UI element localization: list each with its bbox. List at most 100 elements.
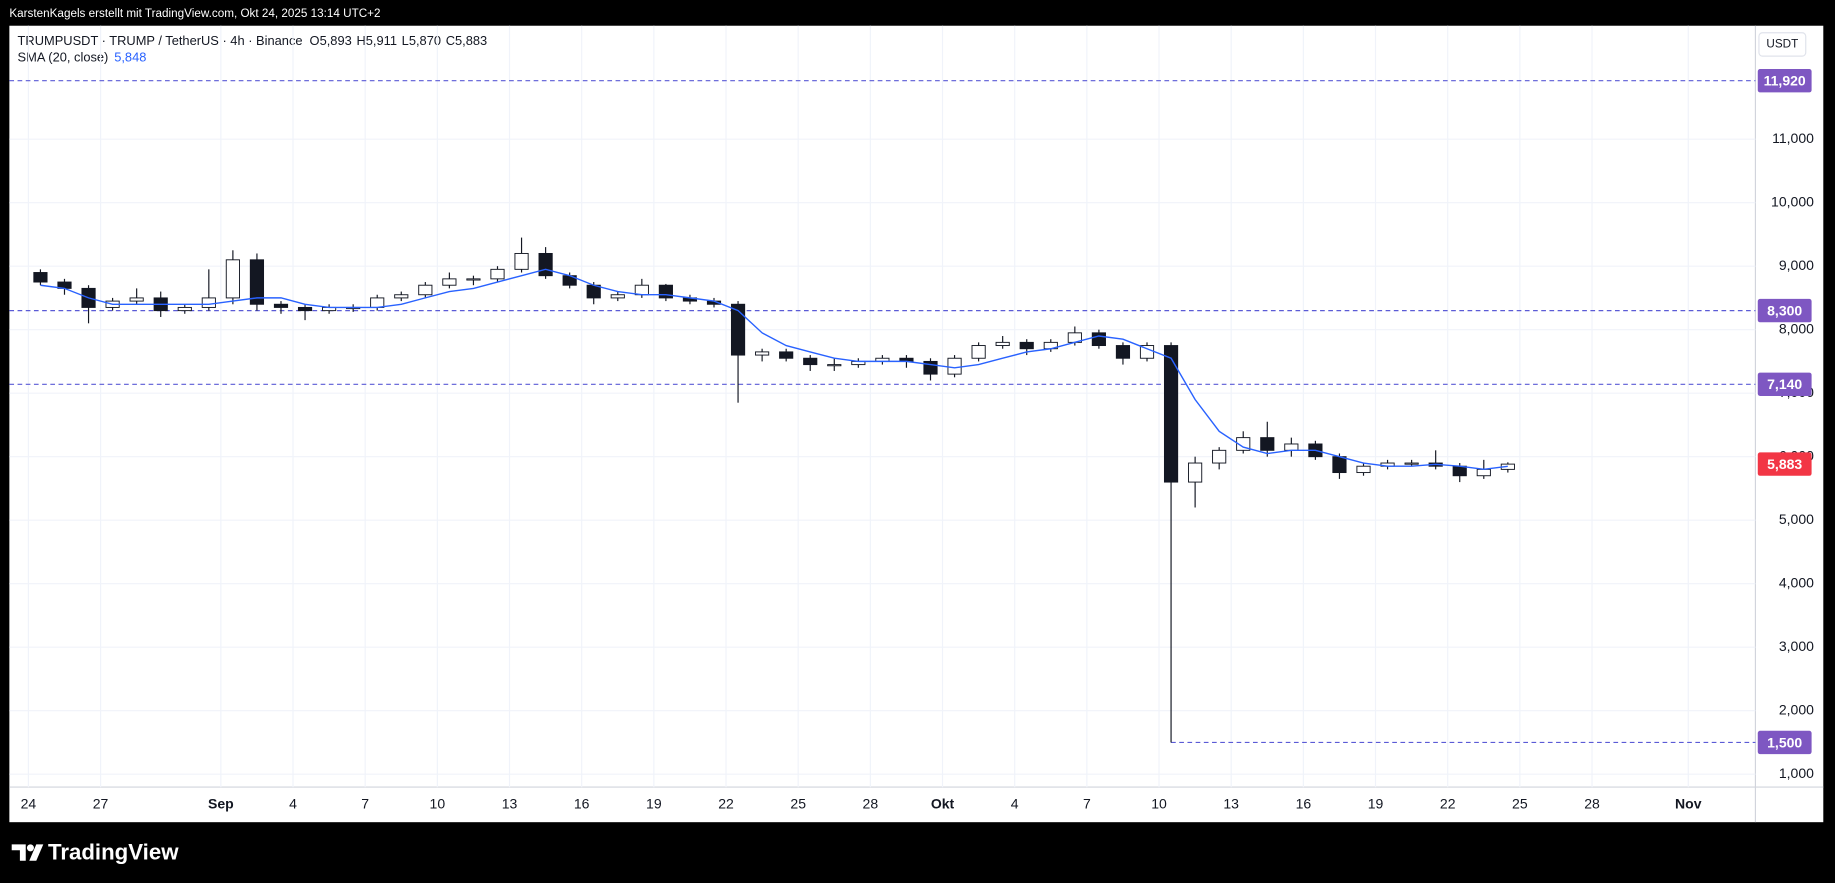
y-tick-label: 1,000 — [1779, 765, 1814, 781]
candle-body — [514, 252, 529, 270]
currency[interactable]: USDT — [1766, 38, 1798, 51]
candle-body — [297, 306, 313, 312]
candle-body — [779, 351, 794, 359]
price-label-box — [1757, 730, 1812, 755]
x-tick-label: 4 — [289, 795, 297, 811]
price-label-box — [1757, 298, 1812, 323]
grid — [9, 25, 1756, 788]
candle-body — [1212, 449, 1227, 464]
ohlc-value: 5,893 — [320, 33, 352, 48]
indicator-value: 5,848 — [114, 50, 146, 65]
candle-body — [1115, 345, 1131, 359]
candle-body — [1019, 341, 1034, 350]
candle-body — [33, 272, 48, 283]
x-tick-label: 16 — [1296, 795, 1312, 811]
candle-body — [1332, 456, 1347, 474]
x-tick-label: 7 — [361, 795, 369, 811]
candle-body — [947, 357, 962, 375]
x-tick-label: 24 — [21, 795, 37, 811]
candle-body — [490, 268, 505, 280]
logo-mark — [29, 844, 44, 861]
x-tick-label: Sep — [208, 795, 234, 811]
candle-body — [1476, 468, 1491, 477]
x-tick-label: 16 — [574, 795, 590, 811]
candle-body — [755, 351, 770, 356]
candle-body — [538, 252, 553, 277]
candle-body — [249, 259, 265, 305]
x-tick-label: 10 — [430, 795, 446, 811]
y-tick-label: 8,000 — [1779, 320, 1814, 336]
candle-body — [803, 357, 818, 366]
x-tick-label: 10 — [1151, 795, 1167, 811]
candle-body — [273, 303, 289, 308]
logo-mark — [11, 844, 26, 861]
indicator-name: SMA (20, close) — [18, 50, 109, 65]
candle-body — [418, 284, 433, 296]
ohlc-key: C — [446, 33, 455, 48]
candle-body — [177, 306, 192, 312]
candle-body — [1284, 443, 1299, 451]
last-price-box — [1757, 452, 1812, 476]
candle-body — [394, 294, 409, 299]
x-tick-label: 4 — [1011, 795, 1019, 811]
candle-body — [1091, 332, 1106, 347]
y-tick-label: 3,000 — [1779, 638, 1814, 654]
x-tick-label: 19 — [1368, 795, 1384, 811]
last-price-label: 5,883 — [1767, 456, 1802, 472]
candle-body — [201, 297, 216, 308]
ohlc-value: 5,911 — [366, 33, 397, 48]
x-tick-label: 25 — [1512, 795, 1528, 811]
candle-body — [610, 294, 625, 299]
ohlc-key: O — [310, 33, 320, 48]
y-tick-label: 4,000 — [1779, 574, 1814, 590]
candle-body — [370, 297, 385, 308]
candle-body — [971, 345, 986, 359]
x-tick-label: Okt — [931, 795, 955, 811]
x-tick-label: 25 — [790, 795, 806, 811]
y-tick-label: 2,000 — [1779, 701, 1814, 717]
candle-body — [995, 341, 1010, 347]
currency-box[interactable] — [1758, 32, 1807, 57]
y-tick-label: 11,000 — [1772, 130, 1814, 146]
price-label: 11,920 — [1764, 73, 1806, 89]
candle-body — [466, 278, 481, 281]
price-label: 7,140 — [1767, 376, 1802, 392]
candle-body — [1404, 462, 1419, 465]
candle-body — [1260, 437, 1275, 451]
candle-body — [634, 284, 649, 296]
candle-body — [129, 297, 144, 302]
y-tick-label: 10,000 — [1771, 193, 1814, 209]
x-tick-label: 22 — [1440, 795, 1456, 811]
price-label: 1,500 — [1767, 734, 1802, 750]
candle-body — [1356, 465, 1371, 474]
price-label-box — [1757, 372, 1812, 396]
candle-body — [442, 278, 457, 286]
chart-panel — [9, 25, 1824, 823]
x-tick-label: Nov — [1675, 795, 1702, 811]
symbol-legend: TRUMPUSDT · TRUMP / TetherUS · 4h · Bina… — [18, 33, 488, 48]
ohlc-key: L — [402, 33, 409, 48]
x-tick-label: 28 — [863, 795, 879, 811]
x-tick-label: 27 — [93, 795, 109, 811]
footer-logo: TradingView — [11, 840, 179, 865]
y-tick-label: 9,000 — [1779, 257, 1814, 273]
x-tick-label: 19 — [646, 795, 662, 811]
candle-body — [730, 303, 746, 356]
candle-body — [1236, 437, 1251, 451]
x-tick-label: 13 — [1223, 795, 1239, 811]
indicator-legend: SMA (20, close) 5,848 — [18, 50, 147, 65]
logo-mark — [26, 844, 34, 852]
candle-body — [225, 259, 240, 299]
sma-line — [40, 268, 1508, 471]
footer-brand: TradingView — [48, 840, 179, 865]
candle-body — [1452, 465, 1467, 477]
candle-body — [1163, 345, 1179, 483]
attribution: KarstenKagels erstellt mit TradingView.c… — [9, 7, 380, 20]
ohlc-value: 5,883 — [455, 33, 487, 48]
x-tick-label: 7 — [1083, 795, 1091, 811]
ohlc-value: 5,870 — [409, 33, 441, 48]
x-tick-label: 28 — [1584, 795, 1600, 811]
y-tick-label: 5,000 — [1779, 511, 1814, 527]
x-tick-label: 22 — [718, 795, 734, 811]
